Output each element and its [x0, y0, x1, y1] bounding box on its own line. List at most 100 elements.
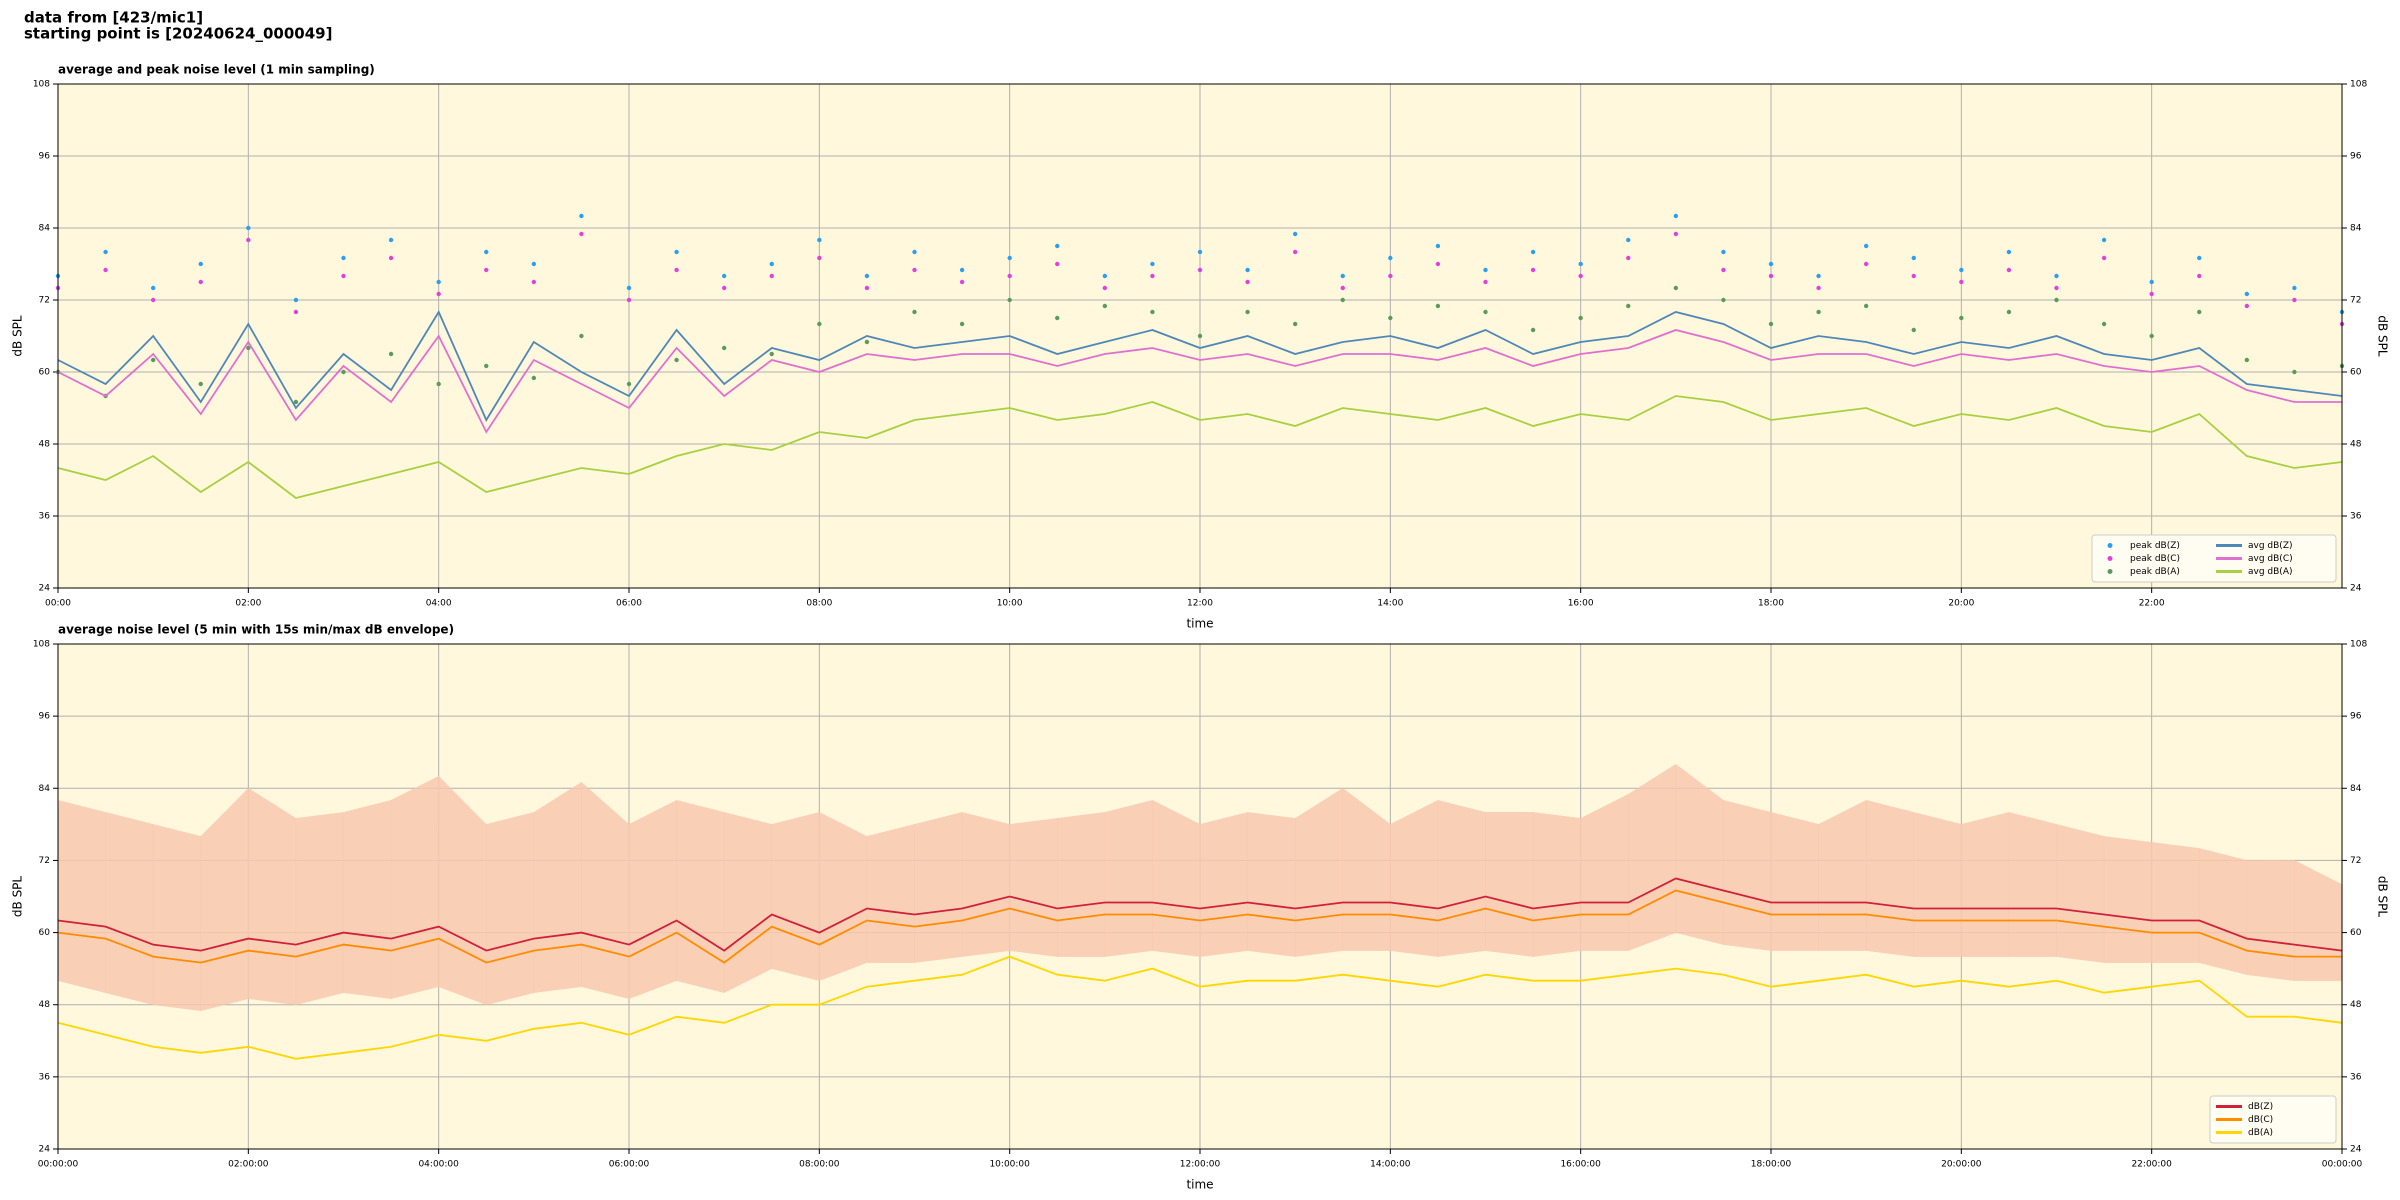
legend-label: avg dB(C) [2248, 554, 2293, 564]
peak-point [484, 363, 489, 369]
series-line [57, 889, 2342, 964]
peak-point [1102, 273, 1108, 279]
envelope-band [2056, 824, 2105, 963]
series-line [57, 395, 2343, 499]
peak-point [388, 255, 394, 261]
peak-point [1673, 285, 1679, 291]
peak-point [484, 249, 489, 255]
envelope-band [1913, 812, 1962, 957]
envelope-band [628, 799, 677, 1000]
peak-point [1292, 231, 1298, 237]
envelope-band [1770, 812, 1819, 951]
legend-label: dB(Z) [2248, 1102, 2273, 1112]
peak-point [769, 351, 774, 357]
y-tick-label-right: 48 [2350, 440, 2362, 450]
peak-point [1435, 261, 1441, 267]
y-tick-label-right: 96 [2350, 152, 2362, 162]
y-tick-label: 108 [33, 640, 50, 650]
series-line [57, 310, 2343, 422]
x-tick-label: 16:00 [1568, 599, 1594, 609]
panel-title: average noise level (5 min with 15s min/… [58, 623, 454, 637]
peak-point [2244, 303, 2250, 309]
y-tick-label: 60 [39, 368, 51, 378]
peak-point [2006, 249, 2012, 255]
peak-point [1911, 255, 1916, 261]
envelope-band [1818, 799, 1867, 951]
peak-point [1578, 261, 1583, 267]
envelope-band [343, 799, 392, 999]
envelope-band [533, 781, 582, 993]
y-tick-label: 24 [39, 584, 51, 594]
peak-point [2054, 297, 2059, 303]
x-tick-label: 10:00 [997, 599, 1023, 609]
x-tick-label: 22:00 [2139, 599, 2165, 609]
y-tick-label: 24 [39, 1145, 51, 1155]
peak-point [959, 267, 965, 273]
peak-point [198, 381, 203, 387]
x-tick-label: 16:00:00 [1560, 1160, 1601, 1170]
peak-point [626, 381, 632, 387]
y-tick-label-right: 96 [2350, 712, 2362, 722]
peak-point [1150, 261, 1155, 267]
peak-point [1863, 261, 1869, 267]
peak-point [1768, 261, 1774, 267]
peak-point [674, 249, 679, 255]
peak-point [1626, 255, 1631, 261]
peak-point [246, 345, 251, 351]
x-tick-label: 06:00:00 [609, 1160, 650, 1170]
peak-point [1483, 309, 1488, 315]
envelope-band [676, 799, 725, 994]
x-tick-label: 00:00 [45, 599, 71, 609]
peak-point [1578, 273, 1583, 279]
x-tick-label: 10:00:00 [989, 1160, 1030, 1170]
y-tick-label: 72 [39, 856, 50, 866]
peak-point [1007, 273, 1012, 279]
peak-point [1340, 273, 1345, 279]
y-tick-label-right: 84 [2350, 784, 2362, 794]
x-tick-label: 00:00:00 [2322, 1160, 2363, 1170]
peak-point [2101, 237, 2107, 243]
peak-point [341, 255, 346, 261]
envelope-band [2008, 812, 2057, 957]
peak-point [817, 321, 822, 327]
envelope-band [1009, 818, 1058, 957]
peak-point [1483, 267, 1488, 273]
peak-point [864, 273, 870, 279]
y-tick-label-right: 108 [2350, 80, 2367, 90]
y-tick-label: 96 [39, 712, 51, 722]
peak-point [1435, 303, 1441, 309]
peak-point [1816, 309, 1821, 315]
header-line: starting point is [20240624_000049] [24, 25, 332, 43]
peak-point [436, 381, 441, 387]
envelope-band [486, 812, 535, 1006]
series-line [57, 955, 2343, 1060]
x-tick-label: 12:00:00 [1180, 1160, 1221, 1170]
peak-point [912, 309, 917, 315]
legend-label: dB(C) [2248, 1115, 2273, 1125]
peak-point [2197, 309, 2202, 315]
peak-point [1863, 303, 1869, 309]
peak-point [1245, 267, 1250, 273]
peak-point [1816, 273, 1821, 279]
peak-point [769, 273, 774, 279]
peak-point [864, 339, 870, 345]
peak-point [2054, 285, 2059, 291]
peak-point [2101, 321, 2107, 327]
peak-point [198, 279, 203, 285]
peak-point [2149, 333, 2154, 339]
peak-point [1435, 243, 1441, 249]
x-tick-label: 20:00:00 [1941, 1160, 1982, 1170]
envelope-band [2246, 860, 2295, 981]
peak-point [150, 297, 156, 303]
peak-point [103, 267, 108, 273]
peak-point [1863, 243, 1869, 249]
peak-point [1055, 315, 1060, 321]
peak-point [721, 285, 727, 291]
peak-point [626, 285, 632, 291]
envelope-band [295, 812, 344, 1006]
peak-point [531, 279, 537, 285]
y-tick-label-right: 108 [2350, 640, 2367, 650]
peak-point [2292, 297, 2297, 303]
x-tick-label: 04:00:00 [418, 1160, 459, 1170]
y-tick-label: 36 [39, 512, 51, 522]
